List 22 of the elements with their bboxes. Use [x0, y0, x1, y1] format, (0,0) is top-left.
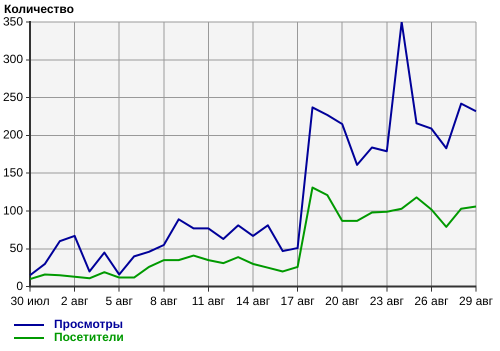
x-tick-label: 29 авг: [458, 294, 494, 308]
x-tick-label: 17 авг: [280, 294, 316, 308]
x-tick-label: 14 авг: [236, 294, 271, 308]
y-tick-label: 50: [10, 241, 24, 256]
legend-label: Посетители: [54, 330, 124, 344]
x-tick-label: 8 авг: [150, 294, 178, 308]
y-tick-label: 200: [2, 128, 24, 142]
y-tick-label: 150: [2, 166, 24, 180]
x-tick-label: 11 авг: [192, 294, 226, 308]
x-tick-label: 26 авг: [414, 294, 450, 308]
y-tick-label: 0: [16, 278, 24, 293]
y-tick-label: 100: [2, 203, 24, 218]
y-tick-label: 300: [2, 52, 24, 66]
legend-label: Просмотры: [54, 317, 124, 331]
y-tick-label: 350: [2, 14, 24, 28]
y-tick-label: 250: [2, 90, 24, 104]
x-tick-label: 20 авг: [325, 294, 360, 308]
x-tick-label: 2 авг: [60, 294, 89, 308]
y-axis-title: Количество: [4, 2, 74, 16]
x-tick-label: 23 авг: [370, 294, 404, 308]
x-tick-label: 30 июл: [10, 294, 50, 308]
x-tick-label: 5 авг: [106, 294, 134, 308]
